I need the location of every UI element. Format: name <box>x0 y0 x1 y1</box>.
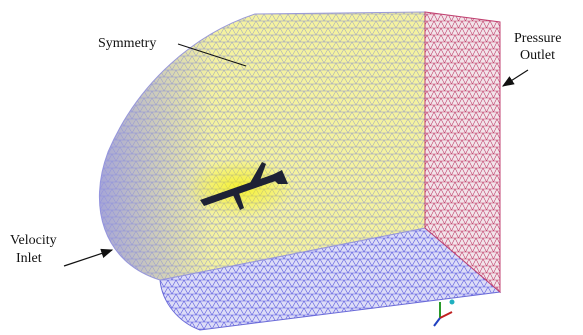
label: Symmetry <box>98 36 156 51</box>
label: Velocity <box>10 233 57 248</box>
domain <box>99 12 500 330</box>
arrow <box>64 250 112 266</box>
arrow <box>503 70 528 86</box>
label: Pressure <box>514 31 561 46</box>
axis-triad <box>434 300 455 327</box>
label: Outlet <box>520 48 555 63</box>
label: Inlet <box>16 251 42 266</box>
diagram: Symmetry Pressure Outlet Velocity Inlet <box>0 0 583 335</box>
